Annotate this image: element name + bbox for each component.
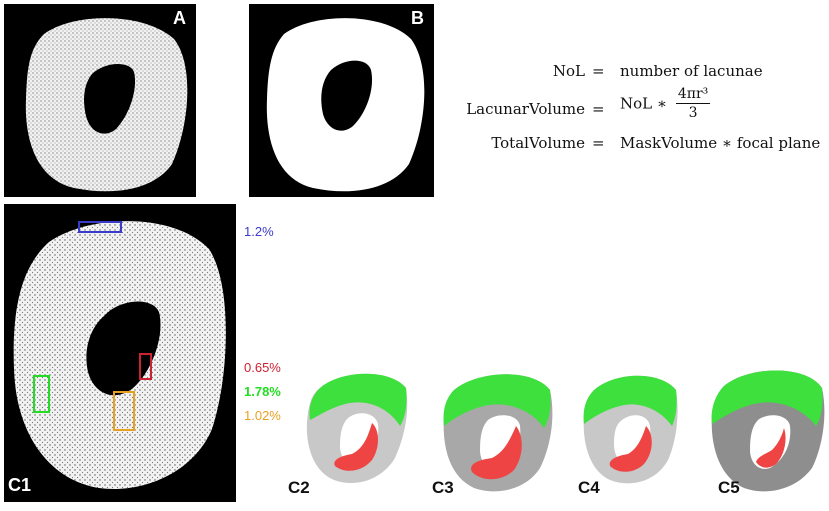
equation-total-equals: =	[592, 134, 605, 152]
bone-cross-section-a	[25, 18, 188, 192]
equation-lacunar-numerator: 4πr³	[675, 86, 711, 104]
panel-c1-label: C1	[8, 475, 32, 495]
bone-mask-b	[266, 18, 425, 192]
equation-lacunar-denominator: 3	[688, 105, 698, 121]
equation-total-rhs: MaskVolume ∗ focal plane	[620, 134, 821, 152]
panel-a-label: A	[173, 8, 186, 28]
equation-lacunar-equals: =	[592, 100, 605, 118]
percentage-blue: 1.2%	[244, 224, 274, 239]
panel-c3-label: C3	[432, 478, 454, 497]
panel-c2-label: C2	[288, 478, 310, 497]
equation-lacunar-lhs: LacunarVolume	[466, 100, 585, 118]
equation-lacunar-prefix: NoL ∗	[620, 94, 668, 113]
equation-nol-lhs: NoL	[552, 62, 585, 80]
panel-c5-image	[711, 370, 825, 492]
panel-c5-label: C5	[718, 478, 740, 497]
panel-c3-image	[443, 374, 553, 492]
equation-lacunar-fraction: 4πr³ 3	[675, 86, 711, 121]
equation-total-lhs: TotalVolume	[491, 134, 585, 152]
equation-nol-rhs: number of lacunae	[620, 62, 763, 80]
panel-a-image: A	[4, 4, 196, 197]
panel-b-image: B	[249, 4, 434, 197]
panel-c4-image	[583, 375, 678, 484]
equation-nol: NoL = number of lacunae	[440, 62, 825, 84]
percentage-orange: 1.02%	[244, 408, 281, 423]
roi-green-box	[33, 375, 50, 413]
panel-c1-image: C1	[4, 204, 236, 502]
roi-orange-box	[113, 391, 135, 431]
equation-lacunar-rhs: NoL ∗ 4πr³ 3	[620, 86, 711, 121]
equation-lacunar-volume: LacunarVolume = NoL ∗ 4πr³ 3	[440, 86, 825, 132]
roi-red-box	[139, 353, 152, 380]
panel-c4-label: C4	[578, 478, 600, 497]
roi-blue-box	[78, 221, 122, 233]
bone-cross-section-c1	[13, 221, 226, 489]
equation-nol-equals: =	[592, 62, 605, 80]
percentage-red: 0.65%	[244, 360, 281, 375]
equation-total-volume: TotalVolume = MaskVolume ∗ focal plane	[440, 134, 825, 156]
panel-c2-image	[306, 373, 408, 484]
panel-b-label: B	[411, 8, 424, 28]
percentage-green: 1.78%	[244, 384, 281, 399]
